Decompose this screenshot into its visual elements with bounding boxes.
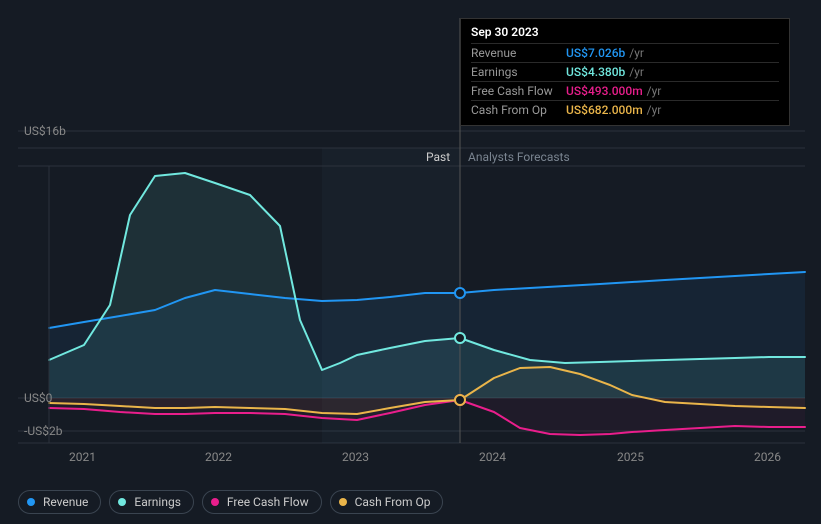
tooltip-row-label: Revenue (471, 46, 566, 60)
x-tick-label: 2024 (479, 450, 506, 464)
x-tick-label: 2025 (617, 450, 644, 464)
financial-forecast-chart: US$16b US$0 -US$2b 2021 2022 2023 2024 2025 202… (0, 0, 821, 524)
legend-item-cash-from-op[interactable]: Cash From Op (330, 490, 444, 514)
x-tick-label: 2023 (342, 450, 369, 464)
x-tick-label: 2022 (205, 450, 232, 464)
legend-label: Earnings (134, 495, 181, 509)
legend-dot-icon (339, 498, 347, 506)
forecast-section-label: Analysts Forecasts (468, 150, 570, 164)
tooltip-row-unit: /yr (629, 46, 644, 60)
chart-legend: Revenue Earnings Free Cash Flow Cash From O… (18, 490, 443, 514)
tooltip-row: RevenueUS$7.026b/yr (471, 43, 779, 62)
y-tick-label: US$16b (24, 124, 66, 138)
tooltip-date: Sep 30 2023 (471, 25, 779, 43)
legend-item-revenue[interactable]: Revenue (18, 490, 101, 514)
legend-label: Cash From Op (355, 495, 431, 509)
tooltip-row: Free Cash FlowUS$493.000m/yr (471, 81, 779, 100)
x-tick-label: 2021 (69, 450, 96, 464)
tooltip-row-unit: /yr (647, 103, 662, 117)
legend-label: Revenue (43, 495, 88, 509)
legend-dot-icon (118, 498, 126, 506)
legend-dot-icon (211, 498, 219, 506)
past-section-label: Past (426, 150, 450, 164)
y-tick-label: -US$2b (24, 424, 62, 438)
tooltip-row-unit: /yr (647, 84, 662, 98)
tooltip-row: Cash From OpUS$682.000m/yr (471, 100, 779, 119)
tooltip-row-value: US$4.380b (566, 65, 625, 79)
tooltip-row: EarningsUS$4.380b/yr (471, 62, 779, 81)
tooltip-row-label: Earnings (471, 65, 566, 79)
tooltip-row-label: Cash From Op (471, 103, 566, 117)
y-tick-label: US$0 (24, 391, 52, 405)
x-tick-label: 2026 (754, 450, 781, 464)
tooltip-row-value: US$7.026b (566, 46, 625, 60)
legend-dot-icon (27, 498, 35, 506)
tooltip-row-label: Free Cash Flow (471, 84, 566, 98)
legend-item-earnings[interactable]: Earnings (109, 490, 194, 514)
tooltip-row-value: US$682.000m (566, 103, 643, 117)
legend-item-free-cash-flow[interactable]: Free Cash Flow (202, 490, 322, 514)
tooltip-row-unit: /yr (629, 65, 644, 79)
chart-tooltip: Sep 30 2023 RevenueUS$7.026b/yrEarningsU… (460, 18, 790, 126)
legend-label: Free Cash Flow (227, 495, 309, 509)
tooltip-row-value: US$493.000m (566, 84, 643, 98)
